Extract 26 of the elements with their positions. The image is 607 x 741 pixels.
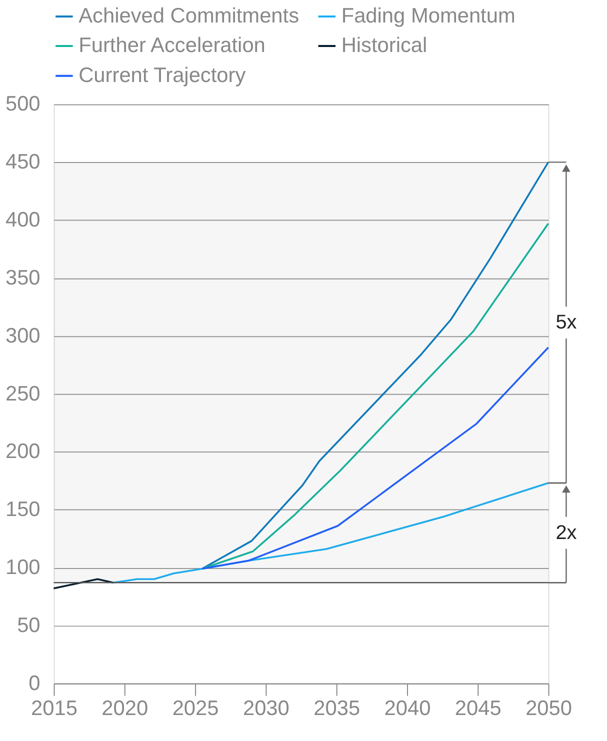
y-tick-label: 0 xyxy=(28,672,40,695)
x-tick-label: 2045 xyxy=(454,696,502,720)
band-label: 2x xyxy=(556,522,577,544)
legend-label: Fading Momentum xyxy=(341,4,516,28)
legend-label: Achieved Commitments xyxy=(78,4,300,28)
band-label: 5x xyxy=(556,312,577,334)
x-tick-label: 2050 xyxy=(526,696,572,720)
legend-label: Current Trajectory xyxy=(78,64,246,87)
y-tick-label: 50 xyxy=(17,614,40,637)
x-tick-label: 2015 xyxy=(31,696,78,720)
y-tick-label: 350 xyxy=(5,266,40,290)
y-tick-label: 450 xyxy=(5,150,40,174)
x-tick-label: 2025 xyxy=(172,696,219,720)
x-tick-label: 2030 xyxy=(242,696,290,720)
y-tick-label: 400 xyxy=(5,208,40,232)
y-tick-label: 200 xyxy=(5,440,40,464)
y-tick-label: 300 xyxy=(5,324,40,348)
y-tick-label: 100 xyxy=(5,556,40,580)
x-tick-label: 2040 xyxy=(384,696,431,720)
y-tick-label: 150 xyxy=(5,498,40,522)
legend-label: Further Acceleration xyxy=(78,34,266,58)
y-tick-label: 500 xyxy=(5,92,40,116)
x-tick-label: 2035 xyxy=(314,696,360,720)
x-tick-label: 2020 xyxy=(102,696,148,720)
y-tick-label: 250 xyxy=(5,382,40,406)
legend-label: Historical xyxy=(341,34,428,58)
